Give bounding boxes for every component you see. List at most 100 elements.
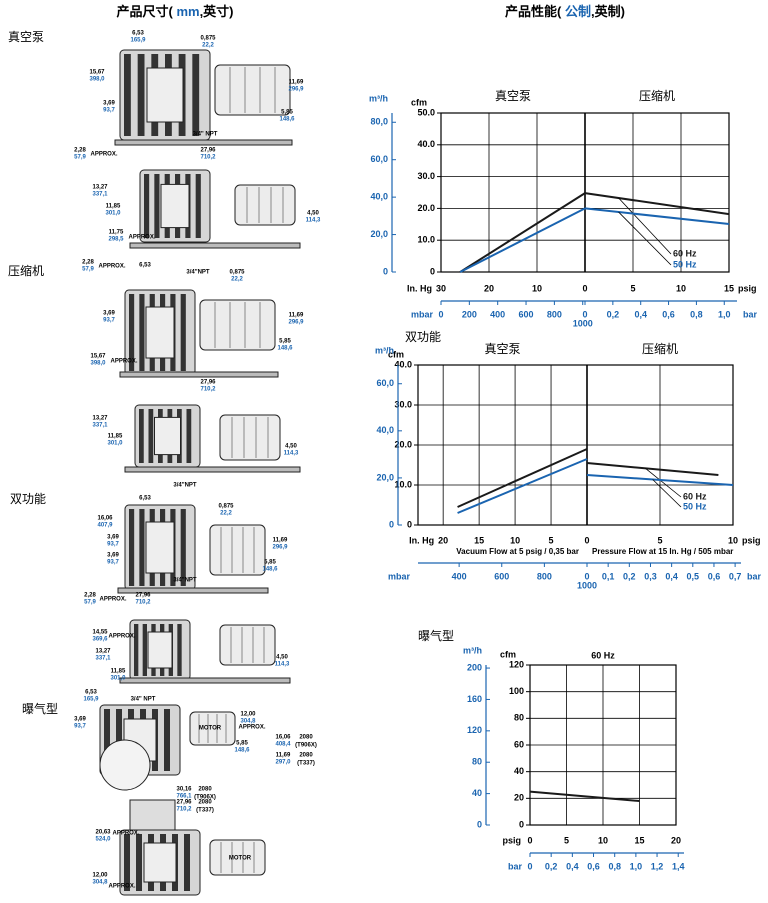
metric-tick-label: 0,6 (587, 861, 600, 871)
metric-tick-label: 0 (527, 861, 532, 871)
section-label: 曝气型 (22, 701, 58, 716)
pump-fin (116, 709, 122, 771)
dim-inch: 27,96 (176, 800, 192, 806)
pump-core (147, 631, 173, 669)
y-axis-label: cfm (388, 349, 404, 359)
motor (219, 414, 281, 461)
metric-tick-label: 0 (438, 309, 443, 319)
leader-line (645, 468, 682, 498)
pump-fin (186, 409, 192, 463)
y2-tick-label: 60,0 (376, 378, 394, 388)
motor (209, 524, 266, 576)
x-axis-label: In. Hg (407, 283, 432, 293)
y2-tick-label: 80 (472, 757, 482, 767)
y-tick-label: 20.0 (394, 439, 412, 449)
dim-mm: 148,6 (277, 346, 293, 352)
series-line (457, 458, 588, 514)
series-name: 50 Hz (683, 501, 707, 511)
dim-inch: 11,85 (111, 669, 126, 675)
dim-note: APPROX. (108, 884, 135, 890)
pump-fin (139, 509, 145, 586)
pump-fin (104, 709, 110, 771)
y2-tick-label: 60,0 (370, 154, 388, 164)
y-tick-label: 30.0 (417, 171, 435, 181)
y2-tick-label: 40,0 (370, 192, 388, 202)
x-tick-label: 30 (436, 283, 446, 293)
motor (214, 64, 291, 116)
dim-mm: 93,7 (107, 560, 119, 566)
dim-note: APPROX. (99, 597, 126, 603)
dim-note: MOTOR (199, 726, 222, 732)
dim-mm: 93,7 (103, 318, 115, 324)
metric-tick-label: 0,6 (662, 309, 675, 319)
x-tick-label: 20 (484, 283, 494, 293)
dim-mm: 22,2 (231, 277, 243, 283)
dim-inch: 5,85 (236, 741, 248, 747)
metric-tick-label: 1,0 (718, 309, 731, 319)
dim-note: APPROX. (108, 634, 135, 640)
dim-mm: 398,0 (90, 361, 106, 367)
series-line (459, 192, 586, 273)
panel-label: 真空泵 (484, 342, 520, 356)
pump-fin (164, 709, 170, 771)
y2-axis-label: m³/h (369, 93, 388, 103)
y-tick-label: 30.0 (394, 399, 412, 409)
metric-tick-label: 1,2 (651, 861, 664, 871)
dim-mm: 301,0 (107, 441, 123, 447)
dim-inch: 4,50 (276, 655, 288, 661)
dim-note: (T906X) (194, 795, 216, 801)
x-tick-label: 10 (676, 283, 686, 293)
title-part: 产品性能( (505, 4, 565, 19)
dim-inch: 30,16 (176, 787, 192, 793)
y-tick-label: 100 (509, 686, 524, 696)
dim-mm: 337,1 (92, 192, 108, 198)
panel-label: 真空泵 (495, 89, 531, 103)
y2-tick-label: 160 (467, 694, 482, 704)
metric-tick-label: 600 (494, 571, 509, 581)
dim-mm: 22,2 (220, 511, 232, 517)
series-line (586, 462, 719, 476)
pump-fin (148, 409, 154, 463)
metric-tick-label: 0,8 (608, 861, 621, 871)
metric-tick-label: 0 (582, 309, 587, 319)
dim-note: (T337) (297, 761, 315, 767)
dim-inch: 5,85 (264, 560, 276, 566)
dim-note: 6,53 (139, 496, 151, 502)
series-line (457, 448, 588, 508)
dim-inch: 2,28 (84, 593, 96, 599)
title-part: 产品尺寸( (116, 4, 176, 19)
pump-fin (154, 174, 160, 238)
dim-inch: 11,69 (289, 80, 304, 86)
axis-note: Pressure Flow at 15 In. Hg / 505 mbar (592, 547, 733, 556)
dim-inch: 13,27 (95, 649, 111, 655)
dim-mm: 296,9 (272, 545, 288, 551)
pump-fin (137, 54, 145, 136)
dim-note: MOTOR (229, 856, 252, 862)
metric-tick-label: 800 (537, 571, 552, 581)
metric-axis-label: mbar (388, 571, 411, 581)
dim-mm: 304,8 (92, 880, 108, 886)
leader-line (652, 479, 682, 508)
dim-inch: 2,28 (74, 148, 86, 154)
motor (209, 839, 266, 876)
metric-tick-label: 0,6 (708, 571, 721, 581)
pump-core (145, 306, 175, 359)
dim-inch: 4,50 (307, 211, 319, 217)
dim-note: APPROX. (128, 235, 155, 241)
dim-inch: 4,50 (285, 444, 297, 450)
dim-mm: 369,6 (92, 637, 108, 643)
dim-note: 3/4"NPT (186, 270, 210, 276)
series-line (584, 207, 730, 225)
y-tick-label: 50.0 (417, 107, 435, 117)
series-line (586, 474, 734, 486)
metric-tick-label: 0,2 (545, 861, 558, 871)
dim-inch: 14,55 (92, 630, 108, 636)
dim-note: 3/4"NPT (173, 483, 197, 489)
metric-tick-label: 800 (547, 309, 562, 319)
metric-tick-label: 0,8 (690, 309, 703, 319)
metric-tick-label: 0 (584, 571, 589, 581)
dim-inch: 3,69 (103, 311, 115, 317)
y-tick-label: 20.0 (417, 203, 435, 213)
metric-tick-label: 1000 (573, 318, 593, 328)
motor (234, 184, 296, 226)
